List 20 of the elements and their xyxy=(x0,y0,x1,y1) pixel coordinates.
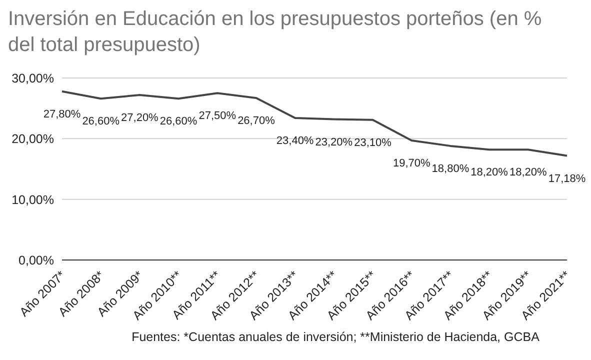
data-label: 23,20% xyxy=(315,136,353,148)
data-label: 26,70% xyxy=(238,115,276,128)
data-label: 17,18% xyxy=(548,172,586,185)
data-label: 27,20% xyxy=(121,112,159,124)
data-label: 27,80% xyxy=(43,108,81,120)
data-label: 18,80% xyxy=(432,162,470,175)
data-label: 18,20% xyxy=(510,166,548,179)
data-label: 26,60% xyxy=(160,116,198,128)
y-tick-label: 10,00% xyxy=(12,192,54,207)
data-label: 19,70% xyxy=(392,157,430,170)
source-note: Fuentes: *Cuentas anuales de inversión; **Ministerio de Hacienda, GCBA xyxy=(130,330,540,344)
y-tick-label: 20,00% xyxy=(12,132,54,146)
data-label: 23,10% xyxy=(354,136,392,149)
y-tick-label: 30,00% xyxy=(12,71,54,86)
data-label: 23,40% xyxy=(276,135,314,148)
data-label: 27,50% xyxy=(198,110,236,122)
y-tick-label: 0,00% xyxy=(18,253,54,268)
data-label: 26,60% xyxy=(82,116,120,128)
chart-title: Inversión en Educación en los presupuestos porteños (en % del total presupuesto) xyxy=(8,7,543,58)
data-label: 18,20% xyxy=(470,166,508,179)
